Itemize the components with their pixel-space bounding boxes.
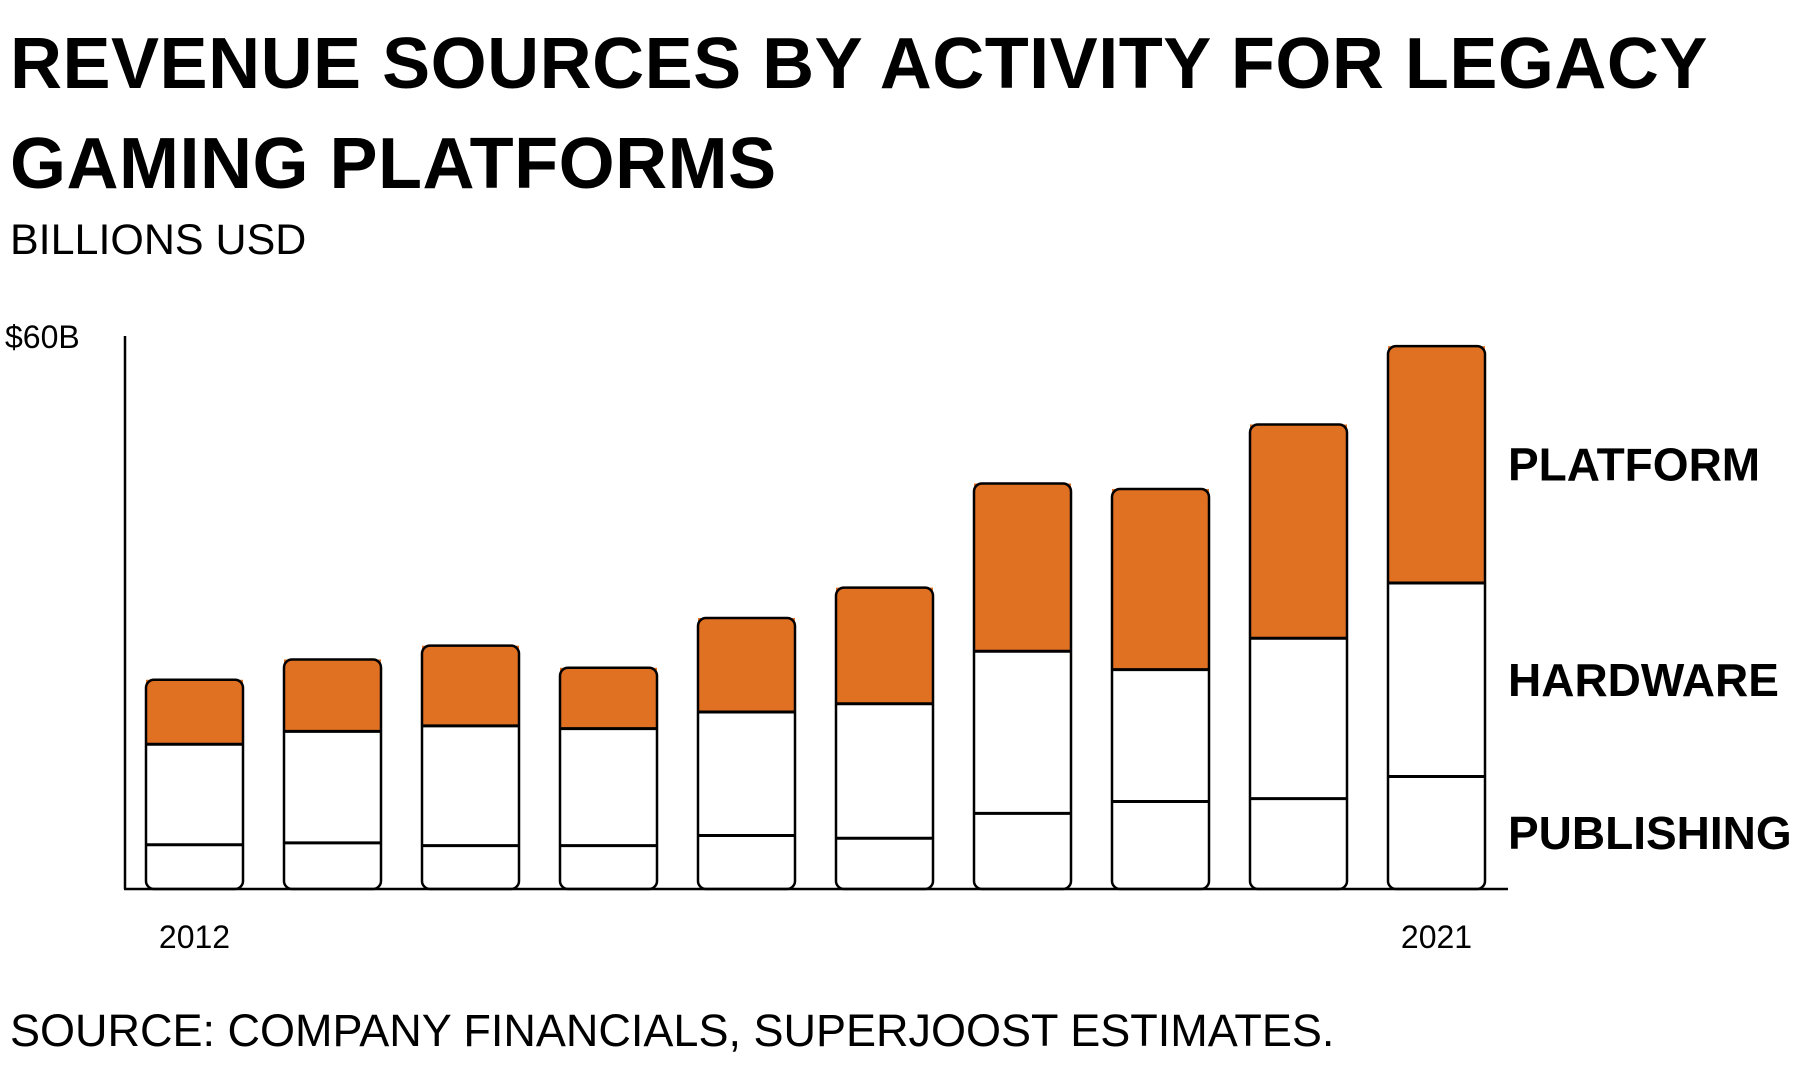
bar-segment-platform-2014 <box>422 645 519 726</box>
chart-title: REVENUE SOURCES BY ACTIVITY FOR LEGACY G… <box>10 24 1707 204</box>
bar-segment-publishing-2014 <box>422 845 519 889</box>
source-note: SOURCE: COMPANY FINANCIALS, SUPERJOOST E… <box>10 1005 1335 1056</box>
x-tick-label-2021: 2021 <box>1401 919 1472 955</box>
bar-segment-publishing-2019 <box>1112 801 1209 889</box>
stacked-bar-chart: 2012 2021 $60B PUBLISHING HARDWARE PLATFORM <box>5 319 1792 955</box>
bar-segment-platform-2020 <box>1250 424 1347 639</box>
bar-segment-platform-2016 <box>698 618 795 713</box>
bar-segment-hardware-2020 <box>1250 638 1347 799</box>
segment-label-hardware: HARDWARE <box>1508 654 1779 706</box>
bar-segment-publishing-2017 <box>836 838 933 889</box>
bar-segment-publishing-2020 <box>1250 798 1347 889</box>
bar-segment-platform-2012 <box>146 679 243 745</box>
bar-segment-hardware-2018 <box>974 651 1071 814</box>
segment-label-platform: PLATFORM <box>1508 439 1760 491</box>
bars-group <box>144 344 1487 891</box>
bar-segment-publishing-2021 <box>1388 776 1485 889</box>
bar-segment-platform-2015 <box>560 667 657 729</box>
bar-segment-hardware-2019 <box>1112 669 1209 802</box>
segment-labels: PUBLISHING HARDWARE PLATFORM <box>1508 439 1792 859</box>
ticks-group: 2012 2021 $60B <box>5 319 1472 955</box>
chart-subtitle: BILLIONS USD <box>10 216 307 264</box>
bar-segment-publishing-2012 <box>146 844 243 889</box>
bar-segment-hardware-2015 <box>560 728 657 846</box>
bar-segment-platform-2017 <box>836 587 933 704</box>
y-tick-label-max: $60B <box>5 319 80 355</box>
segment-label-publishing: PUBLISHING <box>1508 807 1792 859</box>
bar-segment-hardware-2012 <box>146 744 243 845</box>
bar-segment-platform-2013 <box>284 659 381 732</box>
bar-segment-publishing-2018 <box>974 813 1071 889</box>
bar-segment-platform-2018 <box>974 483 1071 652</box>
bar-segment-publishing-2013 <box>284 842 381 889</box>
x-tick-label-2012: 2012 <box>159 919 230 955</box>
bar-segment-hardware-2013 <box>284 731 381 843</box>
bar-segment-hardware-2014 <box>422 725 519 846</box>
bar-segment-platform-2019 <box>1112 488 1209 670</box>
bar-segment-hardware-2016 <box>698 712 795 836</box>
bar-segment-hardware-2021 <box>1388 583 1485 777</box>
bar-segment-publishing-2015 <box>560 845 657 889</box>
bar-segment-platform-2021 <box>1388 346 1485 584</box>
bar-segment-hardware-2017 <box>836 703 933 839</box>
bar-segment-publishing-2016 <box>698 835 795 889</box>
